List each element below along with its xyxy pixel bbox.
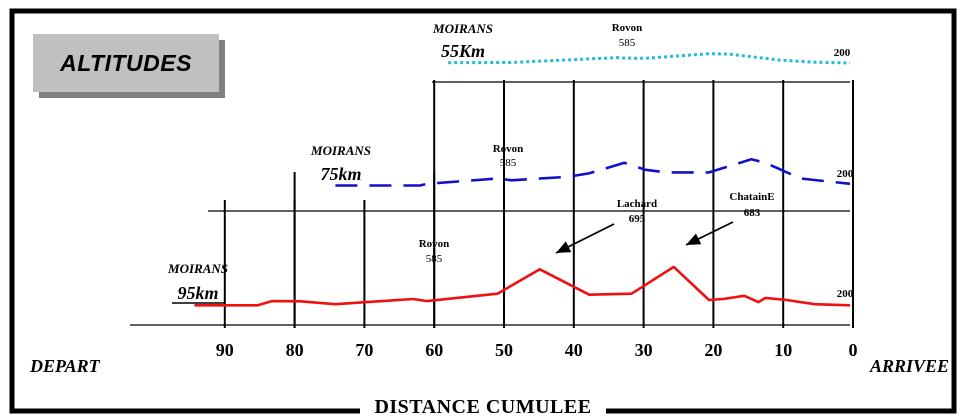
series-route-label-2: MOIRANS — [432, 21, 493, 36]
x-tick-label-7: 20 — [704, 340, 722, 360]
series-route-label-1: MOIRANS — [310, 143, 371, 158]
x-tick-label-0: 90 — [216, 340, 234, 360]
series-line-1 — [335, 158, 851, 187]
x-tick-label-5: 40 — [565, 340, 583, 360]
annotation-name-1: Rovon — [493, 143, 524, 155]
end-label: ARRIVEE — [870, 356, 950, 376]
x-tick-label-4: 50 — [495, 340, 513, 360]
x-axis-title-wrap: DISTANCE CUMULEE — [0, 396, 966, 416]
annotation-name-3: Lachard — [617, 198, 657, 210]
start-label: DEPART — [30, 356, 100, 376]
series-reference-label-2: 200 — [834, 47, 851, 59]
chataine-arrow-head — [686, 233, 702, 245]
annotation-value-3: 695 — [629, 213, 646, 225]
annotation-name-0: Rovon — [419, 238, 450, 250]
series-distance-label-0: 95km — [177, 283, 218, 303]
series-line-2 — [448, 52, 851, 65]
series-route-label-0: MOIRANS — [167, 261, 228, 276]
x-tick-label-1: 80 — [286, 340, 304, 360]
series-reference-label-0: 200 — [837, 288, 854, 300]
x-tick-label-3: 60 — [425, 340, 443, 360]
x-axis-title: DISTANCE CUMULEE — [360, 396, 606, 416]
x-tick-label-2: 70 — [355, 340, 373, 360]
annotation-name-4: ChatainE — [729, 191, 774, 203]
series-line-0 — [194, 265, 851, 307]
annotation-value-0: 585 — [426, 253, 443, 265]
x-tick-label-9: 0 — [849, 340, 858, 360]
series-distance-label-1: 75km — [320, 164, 361, 184]
annotation-value-2: 585 — [619, 37, 636, 49]
x-tick-label-6: 30 — [635, 340, 653, 360]
series-reference-label-1: 200 — [837, 168, 854, 180]
page-title: ALTITUDES — [60, 49, 192, 76]
series-distance-label-2: 55Km — [441, 41, 485, 61]
annotation-value-1: 585 — [500, 157, 517, 169]
title-box: ALTITUDES — [33, 34, 219, 92]
x-tick-label-8: 10 — [774, 340, 792, 360]
annotation-value-4: 683 — [744, 207, 761, 219]
lachard-arrow-head — [556, 241, 572, 253]
annotation-name-2: Rovon — [612, 22, 643, 34]
